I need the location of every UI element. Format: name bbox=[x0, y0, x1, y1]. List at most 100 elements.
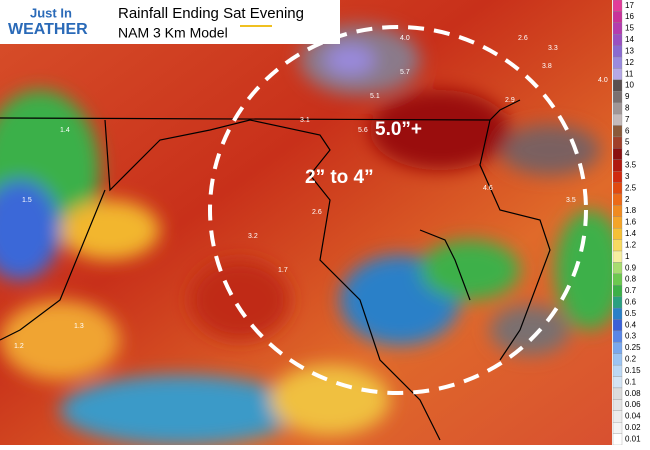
colorbar-swatch bbox=[612, 68, 623, 81]
colorbar-label: 3.5 bbox=[625, 161, 637, 170]
colorbar-swatch bbox=[612, 34, 623, 46]
colorbar-swatch bbox=[612, 353, 623, 366]
map-value-label: 2.9 bbox=[505, 97, 515, 104]
colorbar-swatch bbox=[612, 433, 623, 446]
colorbar-label: 0.5 bbox=[625, 309, 637, 318]
colorbar-label: 5 bbox=[625, 138, 630, 147]
colorbar-swatch bbox=[612, 182, 623, 195]
colorbar-swatch bbox=[612, 102, 623, 115]
colorbar-label: 0.04 bbox=[625, 412, 641, 421]
colorbar-label: 4 bbox=[625, 149, 630, 158]
colorbar-label: 0.3 bbox=[625, 332, 637, 341]
colorbar-swatch bbox=[612, 45, 623, 58]
colorbar-label: 11 bbox=[625, 69, 634, 78]
map-value-label: 2.6 bbox=[518, 35, 528, 42]
colorbar-label: 0.15 bbox=[625, 366, 641, 375]
colorbar-swatch bbox=[612, 285, 623, 297]
colorbar-label: 0.6 bbox=[625, 297, 637, 306]
rain-field bbox=[0, 25, 625, 445]
map-value-label: 3.8 bbox=[542, 63, 552, 70]
colorbar-label: 0.1 bbox=[625, 377, 637, 386]
colorbar-swatch bbox=[612, 364, 623, 377]
annotation: 5.0”+ bbox=[375, 119, 422, 140]
colorbar-label: 13 bbox=[625, 46, 634, 55]
map-value-label: 2.6 bbox=[312, 209, 322, 216]
logo-top: Just In bbox=[30, 5, 72, 20]
map-value-label: 5.6 bbox=[358, 127, 368, 134]
colorbar-label: 1.2 bbox=[625, 240, 637, 249]
colorbar-swatch bbox=[612, 399, 623, 411]
colorbar-swatch bbox=[612, 22, 623, 35]
colorbar-label: 0.7 bbox=[625, 286, 637, 295]
colorbar-label: 1.6 bbox=[625, 218, 637, 227]
colorbar-label: 0.9 bbox=[625, 263, 637, 272]
logo-bottom: WEATHER bbox=[8, 21, 88, 38]
map-value-label: 3.5 bbox=[566, 197, 576, 204]
colorbar-label: 0.06 bbox=[625, 400, 641, 409]
colorbar-label: 16 bbox=[625, 12, 634, 21]
map-value-label: 4.0 bbox=[400, 35, 410, 42]
colorbar-swatch bbox=[612, 342, 623, 354]
colorbar-swatch bbox=[612, 56, 623, 69]
colorbar-swatch bbox=[612, 319, 623, 332]
colorbar-label: 3 bbox=[625, 172, 630, 181]
colorbar-swatch bbox=[612, 91, 623, 103]
colorbar-label: 2.5 bbox=[625, 183, 637, 192]
map-value-label: 3.1 bbox=[300, 117, 310, 124]
colorbar-label: 0.4 bbox=[625, 320, 637, 329]
colorbar-label: 1 bbox=[625, 252, 630, 261]
colorbar-label: 9 bbox=[625, 92, 630, 101]
colorbar-label: 12 bbox=[625, 58, 634, 67]
colorbar-swatch bbox=[612, 193, 623, 206]
colorbar-label: 7 bbox=[625, 115, 630, 124]
colorbar-swatch bbox=[612, 239, 623, 252]
map-value-label: 4.0 bbox=[598, 77, 608, 84]
colorbar-label: 0.01 bbox=[625, 434, 641, 443]
colorbar-swatch bbox=[612, 262, 623, 274]
map-value-label: 1.5 bbox=[22, 197, 32, 204]
map-title: Rainfall Ending Sat Evening bbox=[118, 5, 304, 22]
colorbar-swatch bbox=[612, 148, 623, 160]
map-value-label: 3.3 bbox=[548, 45, 558, 52]
map-value-label: 1.3 bbox=[74, 323, 84, 330]
annotation-circle bbox=[208, 25, 588, 395]
colorbar-label: 17 bbox=[625, 1, 634, 10]
map-value-label: 5.1 bbox=[370, 93, 380, 100]
map-value-label: 1.7 bbox=[278, 267, 288, 274]
colorbar-swatch bbox=[612, 0, 623, 12]
colorbar-swatch bbox=[612, 205, 623, 217]
colorbar-swatch bbox=[612, 376, 623, 389]
colorbar-swatch bbox=[612, 422, 623, 434]
title-box bbox=[0, 0, 340, 44]
colorbar-swatch bbox=[612, 136, 623, 149]
colorbar-swatch bbox=[612, 296, 623, 309]
map-value-label: 3.2 bbox=[248, 233, 258, 240]
map-value-label: 1.2 bbox=[14, 343, 24, 350]
map-value-label: 1.4 bbox=[60, 127, 70, 134]
colorbar-swatch bbox=[612, 410, 623, 423]
colorbar-label: 10 bbox=[625, 81, 634, 90]
colorbar-swatch bbox=[612, 273, 623, 286]
map-value-label: 4.6 bbox=[483, 185, 493, 192]
colorbar-label: 0.8 bbox=[625, 275, 637, 284]
colorbar-label: 0.08 bbox=[625, 389, 641, 398]
colorbar-swatch bbox=[612, 125, 623, 138]
colorbar-swatch bbox=[612, 159, 623, 172]
colorbar-swatch bbox=[612, 307, 623, 320]
colorbar-swatch bbox=[612, 79, 623, 92]
annotation: 2” to 4” bbox=[305, 167, 374, 188]
colorbar-label: 6 bbox=[625, 126, 630, 135]
colorbar-label: 8 bbox=[625, 104, 630, 113]
colorbar-swatch bbox=[612, 387, 623, 400]
colorbar-swatch bbox=[612, 228, 623, 240]
colorbar-swatch bbox=[612, 216, 623, 229]
colorbar-label: 1.8 bbox=[625, 206, 637, 215]
colorbar-label: 0.2 bbox=[625, 355, 637, 364]
colorbar-label: 0.25 bbox=[625, 343, 641, 352]
colorbar-swatch bbox=[612, 113, 623, 126]
map-subtitle: NAM 3 Km Model bbox=[118, 25, 228, 41]
colorbar-swatch bbox=[612, 330, 623, 343]
colorbar-swatch bbox=[612, 11, 623, 23]
colorbar-label: 1.4 bbox=[625, 229, 637, 238]
